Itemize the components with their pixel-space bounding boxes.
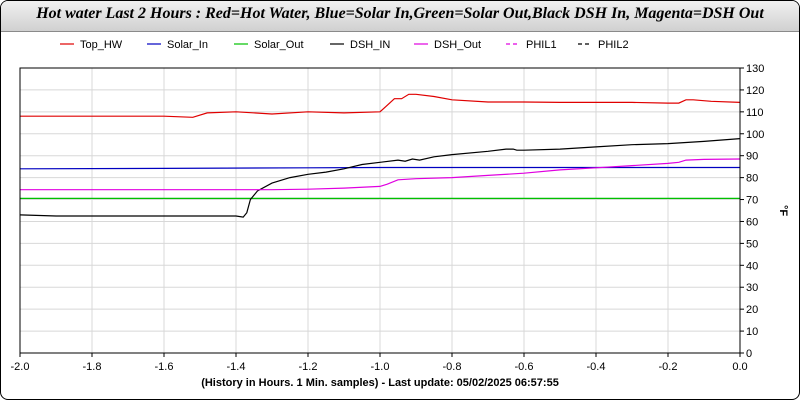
x-tick-label: -1.4 xyxy=(227,361,246,373)
x-tick-label: -0.4 xyxy=(587,361,606,373)
y-tick-label: 30 xyxy=(746,282,758,294)
legend-label: PHIL1 xyxy=(526,39,557,51)
y-tick-label: 50 xyxy=(746,238,758,250)
y-tick-label: 100 xyxy=(746,129,764,141)
y-tick-label: 20 xyxy=(746,304,758,316)
y-tick-label: 120 xyxy=(746,85,764,97)
grid-lines xyxy=(19,67,741,354)
series-line-solar-in xyxy=(19,166,740,170)
legend-label: Solar_In xyxy=(167,39,208,51)
legend-label: Solar_Out xyxy=(254,39,304,51)
x-tick-label: -0.6 xyxy=(515,361,534,373)
y-tick-label: 60 xyxy=(746,216,758,228)
x-tick-label: -0.8 xyxy=(443,361,462,373)
x-tick-label: -1.8 xyxy=(83,361,102,373)
x-tick-label: -0.2 xyxy=(659,361,678,373)
x-tick-label: -1.2 xyxy=(299,361,318,373)
y-tick-label: 40 xyxy=(746,260,758,272)
series-lines xyxy=(19,93,741,218)
x-tick-label: 0.0 xyxy=(732,361,747,373)
x-axis-label: (History in Hours. 1 Min. samples) - Las… xyxy=(201,377,559,389)
legend-label: Top_HW xyxy=(80,39,123,51)
series-line-top-hw xyxy=(20,93,741,118)
x-tick-label: -1.0 xyxy=(371,361,390,373)
x-tick-label: -1.6 xyxy=(155,361,174,373)
legend-label: DSH_IN xyxy=(350,39,390,51)
y-tick-label: 10 xyxy=(746,326,758,338)
y-tick-label: 110 xyxy=(746,107,764,119)
y-tick-label: 0 xyxy=(746,348,752,360)
legend-label: PHIL2 xyxy=(598,39,629,51)
series-line-dsh-out xyxy=(20,158,741,191)
y-axis-ticks: 0 10 20 30 40 50 60 70 80 90 100 110 120 130 xyxy=(740,63,764,360)
legend: Top_HW Solar_In Solar_Out DSH_IN DSH_Out PHIL… xyxy=(60,39,629,51)
chart-title: Hot water Last 2 Hours : Red=Hot Water, … xyxy=(36,5,764,22)
y-tick-label: 70 xyxy=(746,195,758,207)
title-bar: Hot water Last 2 Hours : Red=Hot Water, … xyxy=(1,1,799,32)
y-tick-label: 130 xyxy=(746,63,764,75)
y-tick-label: 80 xyxy=(746,173,758,185)
x-tick-label: -2.0 xyxy=(11,361,30,373)
y-tick-label: 90 xyxy=(746,151,758,163)
series-line-dsh-in xyxy=(19,138,741,218)
y-axis-label: °F xyxy=(777,205,789,216)
x-axis-ticks: -2.0 -1.8 -1.6 -1.4 -1.2 -1.0 -0.8 -0.6 -0.4 -0.2… xyxy=(11,353,748,373)
legend-label: DSH_Out xyxy=(434,39,481,51)
